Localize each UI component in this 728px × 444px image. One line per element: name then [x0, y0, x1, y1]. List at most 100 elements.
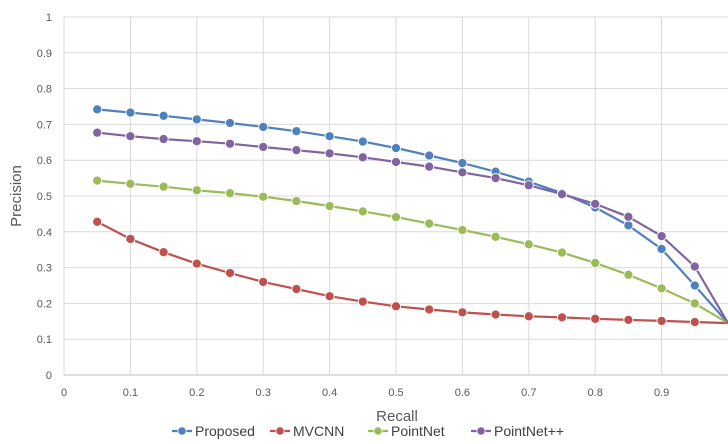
data-point: [324, 148, 335, 159]
y-tick-label: 0.3: [37, 263, 52, 275]
legend-marker: [177, 426, 187, 436]
legend-label: PointNet++: [494, 423, 564, 439]
legend-item: MVCNN: [270, 423, 344, 439]
data-point: [689, 261, 700, 272]
series-group: [92, 104, 728, 328]
y-tick-label: 0.8: [37, 84, 52, 96]
legend-marker: [275, 426, 285, 436]
x-axis-title: Recall: [376, 408, 418, 425]
data-point: [158, 110, 169, 121]
data-point: [258, 191, 269, 202]
series-line: [97, 179, 728, 325]
y-tick-label: 0.7: [37, 119, 52, 131]
x-tick-label: 0.7: [521, 387, 536, 399]
data-point: [324, 131, 335, 142]
legend-label: MVCNN: [293, 423, 344, 439]
legend-item: PointNet++: [471, 423, 564, 439]
x-tick-label: 0.8: [588, 387, 603, 399]
data-point: [457, 167, 468, 178]
series-pointnet: [92, 175, 728, 325]
data-point: [523, 239, 534, 250]
data-point: [424, 218, 435, 229]
legend-label: Proposed: [195, 423, 255, 439]
data-point: [523, 180, 534, 191]
data-point: [424, 304, 435, 315]
data-point: [357, 296, 368, 307]
y-tick-label: 0: [46, 370, 52, 382]
data-point: [457, 158, 468, 169]
data-point: [390, 301, 402, 312]
data-point: [457, 224, 468, 236]
data-point: [623, 314, 634, 325]
data-point: [291, 284, 302, 295]
x-tick-label: 0.4: [322, 387, 337, 399]
data-point: [258, 141, 269, 153]
data-point: [390, 212, 402, 223]
data-point: [291, 126, 302, 137]
y-tick-label: 0.9: [37, 48, 52, 60]
x-tick-label: 0.6: [455, 387, 470, 399]
data-point: [424, 150, 435, 161]
x-tick-label: 0.5: [388, 387, 403, 399]
x-tick-label: 0.3: [256, 387, 271, 399]
series-pointnet-: [92, 127, 728, 324]
data-point: [457, 307, 468, 318]
data-point: [656, 283, 667, 294]
y-axis-title: Precision: [8, 165, 25, 227]
data-point: [224, 117, 236, 129]
data-point: [291, 145, 302, 156]
x-tick-label: 0: [61, 387, 67, 399]
data-point: [490, 309, 501, 320]
series-line: [96, 220, 728, 325]
series-line: [97, 131, 728, 324]
data-point: [92, 104, 103, 115]
y-tick-label: 0.6: [37, 155, 52, 167]
x-tick-label: 0.1: [123, 387, 138, 399]
data-point: [224, 267, 236, 279]
data-point: [324, 291, 335, 302]
data-point: [92, 216, 103, 227]
y-tick-label: 1: [46, 12, 52, 24]
data-point: [258, 276, 269, 287]
data-point: [556, 247, 568, 258]
data-point: [191, 185, 202, 196]
data-point: [224, 188, 236, 199]
data-point: [158, 134, 169, 145]
data-point: [158, 247, 169, 258]
x-tick-label: 0.9: [654, 387, 669, 399]
data-point: [291, 195, 302, 207]
data-point: [125, 233, 136, 245]
data-point: [158, 181, 169, 192]
data-point: [689, 280, 700, 291]
data-point: [623, 211, 634, 222]
legend-marker: [373, 426, 383, 436]
data-point: [324, 200, 335, 212]
data-point: [125, 131, 136, 142]
data-point: [92, 127, 103, 138]
legend: Proposed MVCNN PointNet PointNet++: [172, 423, 564, 439]
data-point: [590, 313, 601, 324]
series-mvcnn: [92, 216, 728, 328]
data-point: [590, 257, 601, 268]
data-point: [689, 298, 700, 309]
data-point: [357, 206, 368, 217]
legend-label: PointNet: [391, 423, 445, 439]
y-tick-label: 0.1: [37, 334, 52, 346]
data-point: [590, 198, 601, 209]
series-proposed: [92, 104, 728, 324]
series-line: [97, 108, 728, 324]
legend-item: Proposed: [172, 423, 255, 439]
data-point: [357, 152, 368, 163]
data-point: [556, 189, 568, 200]
y-tick-label: 0.4: [37, 227, 52, 239]
data-point: [258, 121, 269, 132]
data-point: [357, 136, 368, 147]
legend-item: PointNet: [368, 423, 445, 439]
data-point: [623, 220, 634, 231]
grid-lines: [63, 16, 728, 376]
y-tick-label: 0.2: [37, 298, 52, 310]
data-point: [490, 231, 501, 242]
data-point: [656, 315, 667, 326]
data-point: [390, 142, 402, 154]
data-point: [92, 175, 103, 186]
